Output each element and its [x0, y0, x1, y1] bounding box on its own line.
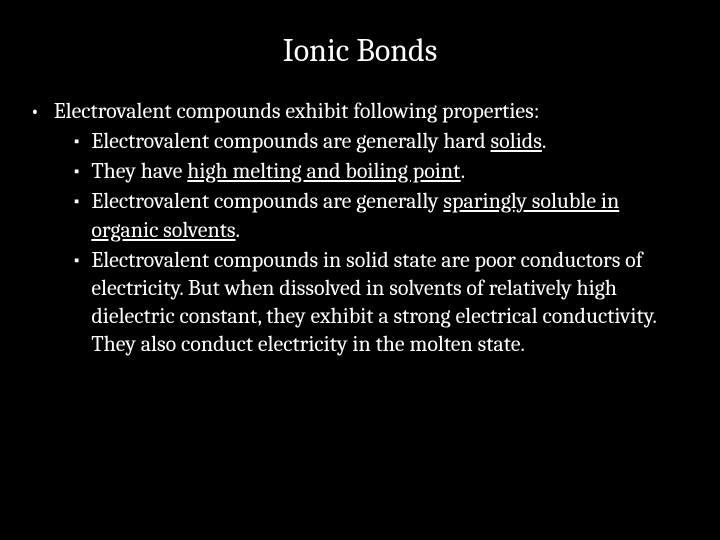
- text-pre: Electrovalent compounds are generally ha…: [91, 128, 490, 154]
- list-item-text: They have high melting and boiling point…: [91, 157, 680, 185]
- text-post: .: [542, 128, 547, 154]
- text-pre: Electrovalent compounds in solid state a…: [91, 247, 656, 357]
- slide: Ionic Bonds • Electrovalent compounds ex…: [0, 0, 720, 540]
- text-post: .: [236, 217, 241, 243]
- bullet-square-icon: ▪: [74, 187, 91, 243]
- list-item: ▪ Electrovalent compounds in solid state…: [74, 246, 680, 359]
- slide-content: • Electrovalent compounds exhibit follow…: [0, 97, 720, 358]
- slide-title: Ionic Bonds: [0, 0, 720, 97]
- bullet-square-icon: ▪: [74, 246, 91, 359]
- list-item-text: Electrovalent compounds in solid state a…: [91, 246, 680, 359]
- list-item: ▪ Electrovalent compounds are generally …: [74, 127, 680, 155]
- text-underlined: solids: [491, 128, 542, 154]
- text-pre: Electrovalent compounds are generally: [91, 188, 443, 214]
- bullet-dot-icon: •: [28, 97, 54, 125]
- text-pre: They have: [91, 158, 187, 184]
- list-item-text: Electrovalent compounds are generally sp…: [91, 187, 680, 243]
- sub-list: ▪ Electrovalent compounds are generally …: [28, 127, 680, 358]
- bullet-square-icon: ▪: [74, 157, 91, 185]
- text-underlined: high melting and boiling point: [187, 158, 460, 184]
- list-item: ▪ They have high melting and boiling poi…: [74, 157, 680, 185]
- intro-item: • Electrovalent compounds exhibit follow…: [28, 97, 680, 125]
- intro-text: Electrovalent compounds exhibit followin…: [54, 97, 680, 125]
- text-post: .: [461, 158, 466, 184]
- list-item: ▪ Electrovalent compounds are generally …: [74, 187, 680, 243]
- list-item-text: Electrovalent compounds are generally ha…: [91, 127, 680, 155]
- bullet-square-icon: ▪: [74, 127, 91, 155]
